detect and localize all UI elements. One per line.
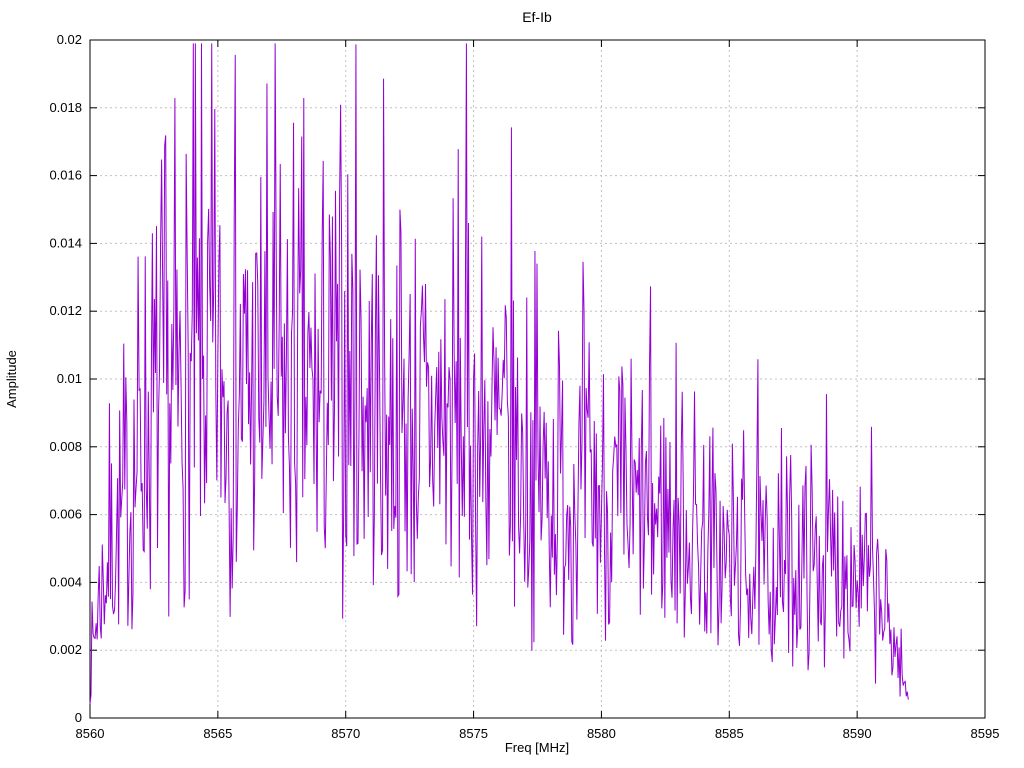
y-tick-label: 0.01 xyxy=(57,371,82,386)
chart-title: Ef-Ib xyxy=(522,9,552,25)
y-tick-label: 0.004 xyxy=(49,574,82,589)
spectrum-line xyxy=(89,43,909,705)
x-tick-label: 8560 xyxy=(76,726,105,741)
x-tick-label: 8590 xyxy=(843,726,872,741)
y-axis-label: Amplitude xyxy=(4,350,19,408)
x-tick-label: 8580 xyxy=(587,726,616,741)
y-tick-label: 0.02 xyxy=(57,32,82,47)
x-tick-label: 8595 xyxy=(971,726,1000,741)
x-axis-label: Freq [MHz] xyxy=(505,740,569,755)
y-tick-label: 0.008 xyxy=(49,439,82,454)
y-tick-label: 0.012 xyxy=(49,303,82,318)
y-tick-label: 0.014 xyxy=(49,235,82,250)
plot-border xyxy=(89,39,986,719)
x-tick-label: 8585 xyxy=(715,726,744,741)
y-tick-label: 0.006 xyxy=(49,507,82,522)
x-tick-label: 8565 xyxy=(203,726,232,741)
y-tick-label: 0.016 xyxy=(49,168,82,183)
y-tick-label: 0.018 xyxy=(49,100,82,115)
x-tick-label: 8570 xyxy=(331,726,360,741)
x-tick-label: 8575 xyxy=(459,726,488,741)
y-tick-label: 0 xyxy=(75,710,82,725)
y-tick-label: 0.002 xyxy=(49,642,82,657)
